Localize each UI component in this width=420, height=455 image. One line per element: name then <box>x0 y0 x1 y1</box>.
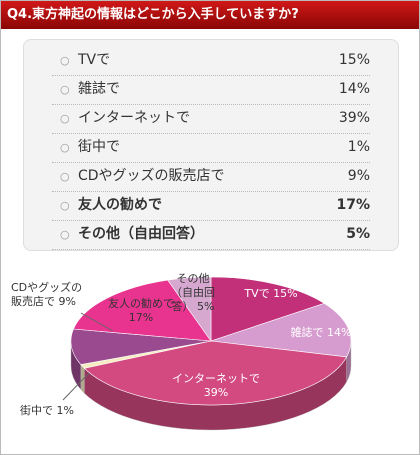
slice-label: 雑誌で 14% <box>281 326 361 340</box>
row-value: 5% <box>346 226 370 242</box>
table-row: ○ CDやグッズの販売店で 9% <box>52 162 370 192</box>
slice <box>70 328 212 365</box>
row-label: 街中で <box>78 139 120 155</box>
row-value: 15% <box>338 52 370 68</box>
table-row: ○ インターネットで 39% <box>52 104 370 134</box>
row-label: TVで <box>78 52 111 68</box>
slice <box>210 303 352 358</box>
slice-label-name: 街中で <box>20 404 54 417</box>
result-table: ○ TVで 15% ○ 雑誌で 14% ○ インターネットで 39% ○ 街中で 1% ○ CDやグッズの… <box>23 39 399 251</box>
row-label: 雑誌で <box>78 81 120 97</box>
table-row: ○ TVで 15% <box>52 46 370 76</box>
slice-label-value: 15% <box>273 287 298 300</box>
slice-label: 友人の勧めで 17% <box>101 297 181 325</box>
row-value: 14% <box>338 81 370 97</box>
slice-label: TVで 15% <box>239 287 303 301</box>
table-row: ○ その他（自由回答） 5% <box>52 220 370 250</box>
table-row: ○ 雑誌で 14% <box>52 75 370 105</box>
chart-title: Q4.東方神起の情報はどこから入手していますか? <box>1 1 419 29</box>
bullet: ○ <box>60 228 70 241</box>
row-value: 17% <box>336 197 370 213</box>
slice-label-value: 1% <box>56 404 74 417</box>
slice <box>83 340 348 406</box>
leader-line <box>62 372 90 401</box>
slice-label-name: TVで <box>244 287 270 300</box>
slice-label: インターネットで 39% <box>161 372 271 400</box>
row-label: その他（自由回答） <box>78 226 204 242</box>
slice-label: その他（自由回答） 5% <box>167 272 219 314</box>
bullet: ○ <box>60 54 70 67</box>
slice-label-value: 14% <box>327 326 352 339</box>
bullet: ○ <box>60 112 70 125</box>
slice-label-name: 雑誌で <box>290 326 324 339</box>
row-value: 9% <box>347 168 370 184</box>
bullet: ○ <box>60 170 70 183</box>
row-value: 39% <box>338 110 370 126</box>
slice-label-name: CDやグッズの販売店で <box>11 281 83 308</box>
slice-label: CDやグッズの販売店で 9% <box>11 281 89 309</box>
bullet: ○ <box>60 199 70 212</box>
slice-label-name: 友人の勧めで <box>108 297 174 310</box>
slice-label-name: インターネットで <box>172 372 260 385</box>
slice-label: 街中で 1% <box>15 404 79 418</box>
slice <box>73 279 212 342</box>
row-label: 友人の勧めで <box>78 197 162 213</box>
leader-line <box>80 312 114 332</box>
slice <box>210 276 325 342</box>
table-row: ○ 友人の勧めで 17% <box>52 191 370 221</box>
row-label: CDやグッズの販売店で <box>78 168 225 184</box>
table-row: ○ 街中で 1% <box>52 133 370 163</box>
slice <box>167 276 212 342</box>
bullet: ○ <box>60 141 70 154</box>
slice-label-value: 39% <box>203 386 229 399</box>
slice-label-value: 17% <box>128 311 154 324</box>
slice-label-value: 5% <box>197 300 215 313</box>
row-value: 1% <box>347 139 370 155</box>
slice-label-name: その他（自由回答） <box>171 272 215 313</box>
bullet: ○ <box>60 83 70 96</box>
row-label: インターネットで <box>78 110 190 126</box>
slice-label-value: 9% <box>58 295 76 308</box>
